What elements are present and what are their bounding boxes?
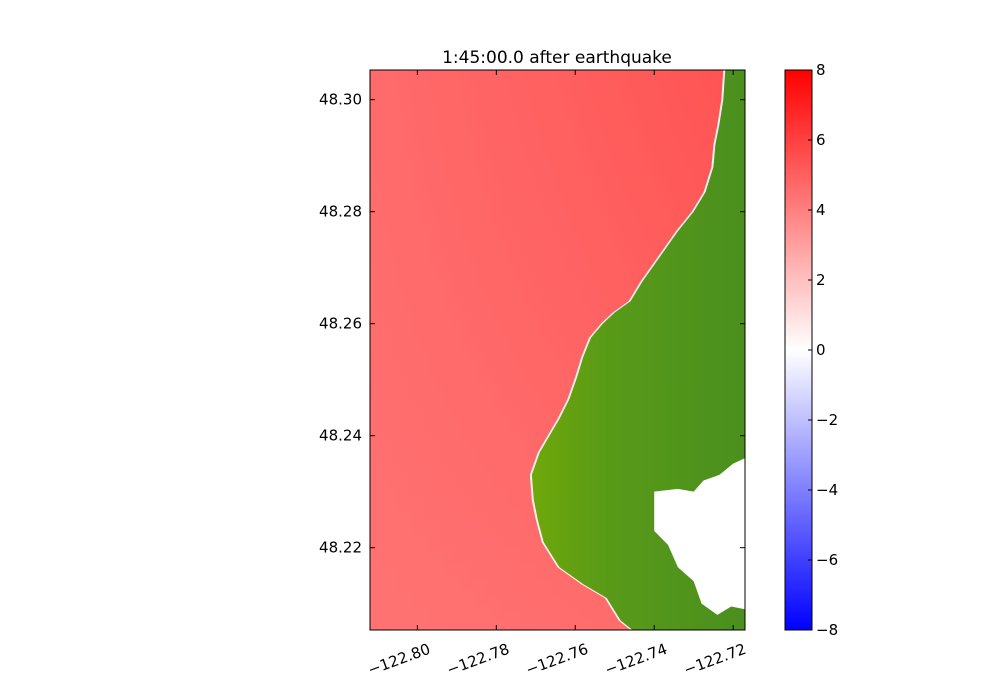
x-tick-label: −122.78: [444, 640, 511, 679]
y-tick-label: 48.26: [319, 315, 362, 333]
y-tick-label: 48.22: [319, 539, 362, 557]
colorbar-ticks: 8 6 4 2 0 −2 −4 −6 −8: [808, 61, 838, 639]
plot-frame: [369, 69, 746, 631]
y-tick-label: 48.28: [319, 203, 362, 221]
y-tick-label: 48.24: [319, 427, 362, 445]
y-tick-label: 48.30: [319, 91, 362, 109]
colorbar-tick-label: 6: [816, 131, 826, 149]
y-axis: 48.22 48.24 48.26 48.28 48.30: [319, 91, 745, 557]
colorbar-tick-label: −6: [816, 551, 838, 569]
colorbar-tick-label: 4: [816, 201, 826, 219]
colorbar-tick-label: 0: [816, 341, 826, 359]
colorbar-tick-label: 8: [816, 61, 826, 79]
x-tick-label: −122.72: [681, 640, 748, 679]
colorbar-gradient: [784, 69, 813, 631]
x-tick-label: −122.74: [602, 640, 669, 679]
chart-title: 1:45:00.0 after earthquake: [442, 48, 672, 68]
x-tick-label: −122.76: [523, 640, 590, 679]
colorbar: 8 6 4 2 0 −2 −4 −6 −8: [784, 61, 838, 639]
colorbar-tick-label: −2: [816, 411, 838, 429]
dry-region: [654, 458, 745, 615]
plot-area: −122.80 −122.78 −122.76 −122.74 −122.72 48.2…: [319, 69, 749, 679]
colorbar-tick-label: −4: [816, 481, 838, 499]
land-region: [531, 70, 745, 630]
colorbar-tick-label: −8: [816, 621, 838, 639]
colorbar-tick-label: 2: [816, 271, 826, 289]
x-tick-label: −122.80: [365, 640, 432, 679]
